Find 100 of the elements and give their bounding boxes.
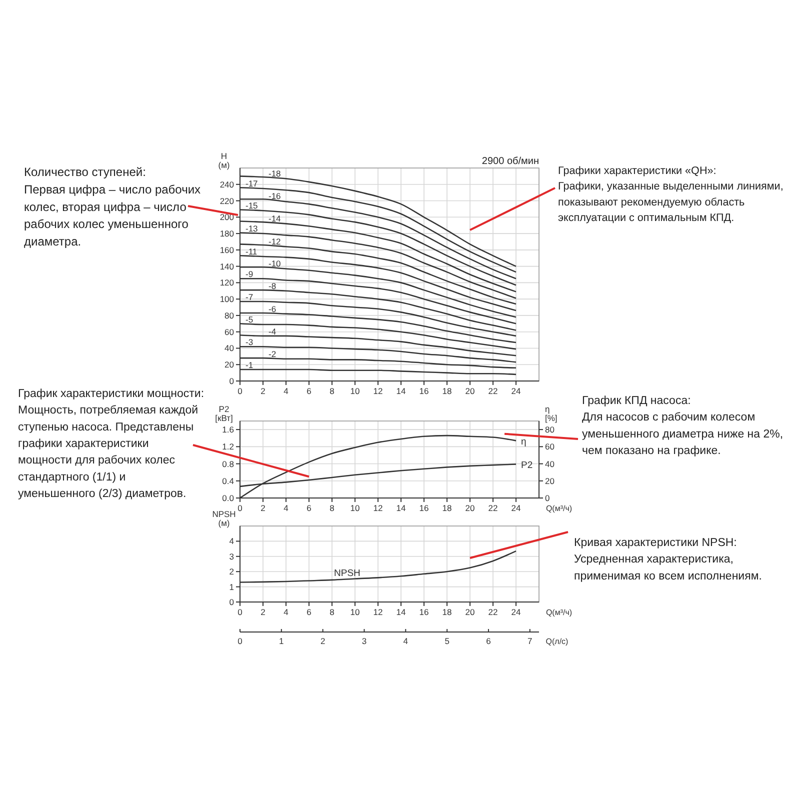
y2-tick-label: 0 bbox=[545, 493, 550, 503]
series-label: -3 bbox=[246, 337, 254, 348]
series-label: -17 bbox=[246, 178, 258, 189]
series-label: -5 bbox=[246, 314, 254, 325]
x-tick-label: 16 bbox=[419, 386, 429, 396]
y-tick-label: 120 bbox=[220, 278, 234, 288]
y2-tick-label: 40 bbox=[545, 458, 555, 469]
x-tick-label: 18 bbox=[442, 386, 452, 396]
x-tick-label: 22 bbox=[488, 386, 498, 396]
x-tick-label: 24 bbox=[511, 607, 521, 617]
series-label: -6 bbox=[268, 304, 276, 314]
x-tick-label: 14 bbox=[396, 503, 406, 513]
y-tick-label: 0.4 bbox=[222, 476, 234, 486]
text: Кривая характеристики NPSH: Усредненная характеристика, применимая ко всем исполнениям. bbox=[574, 537, 762, 582]
x-tick-label: 4 bbox=[284, 503, 289, 513]
x2-tick-label: 4 bbox=[403, 636, 408, 646]
series-label: NPSH bbox=[334, 568, 361, 579]
x2-tick-label: 6 bbox=[486, 636, 492, 646]
x-tick-label: 14 bbox=[396, 386, 406, 396]
series-label: -14 bbox=[268, 213, 282, 224]
series-label: -4 bbox=[268, 326, 276, 336]
x-tick-label: 20 bbox=[465, 386, 475, 396]
x2-tick-label: 0 bbox=[238, 636, 243, 646]
annotation: График характеристики мощности: Мощность, потребляемая каждой ступенью насоса. Представлены графики характеристики мощности для рабочих колес стандартного (1/1) и уменьшенного (2/3) диаметров. bbox=[18, 388, 204, 500]
series-label: -12 bbox=[268, 236, 282, 246]
y-tick-label: 80 bbox=[224, 310, 234, 320]
x-tick-label: 16 bbox=[419, 607, 429, 617]
y-tick-label: 1.2 bbox=[222, 442, 234, 452]
x-tick-label: 12 bbox=[373, 503, 383, 513]
y-axis-title: P2 [кВт] bbox=[215, 404, 233, 423]
y-tick-label: 180 bbox=[220, 228, 234, 239]
x2-axis-title: Q(л/с) bbox=[546, 637, 569, 646]
y-axis-title: H (м) bbox=[218, 151, 230, 170]
annotation: График КПД насоса: Для насосов с рабочим колесом уменьшенного диаметра ниже на 2%, чем показано на графике. bbox=[582, 395, 784, 458]
y-tick-label: 0 bbox=[229, 597, 234, 607]
y-tick-label: 220 bbox=[220, 196, 234, 206]
series-label: -11 bbox=[246, 246, 258, 257]
x-tick-label: 20 bbox=[465, 607, 475, 617]
y2-tick-label: 60 bbox=[545, 442, 555, 452]
y-axis-title: NPSH (м) bbox=[212, 509, 236, 528]
x-tick-label: 2 bbox=[260, 503, 266, 513]
series-label: η bbox=[521, 436, 526, 448]
x-tick-label: 8 bbox=[330, 386, 335, 396]
text: 2900 об/мин bbox=[482, 156, 539, 167]
y-tick-label: 160 bbox=[220, 244, 234, 255]
x-tick-label: 10 bbox=[350, 607, 360, 617]
y-tick-label: 0 bbox=[229, 376, 234, 386]
y2-axis-title: η [%] bbox=[545, 404, 558, 423]
x-tick-label: 6 bbox=[306, 607, 312, 617]
x-tick-label: 4 bbox=[284, 386, 289, 396]
y-tick-label: 1.6 bbox=[222, 424, 234, 435]
y-tick-label: 2 bbox=[229, 566, 234, 577]
series-label: -15 bbox=[246, 200, 258, 211]
x2-tick-label: 2 bbox=[320, 636, 326, 646]
y-tick-label: 140 bbox=[220, 261, 234, 272]
series-label: -10 bbox=[268, 258, 282, 268]
x-tick-label: 12 bbox=[373, 386, 383, 396]
y-tick-label: 20 bbox=[224, 360, 234, 370]
x-tick-label: 18 bbox=[442, 503, 452, 513]
x-tick-label: 2 bbox=[260, 386, 266, 396]
x-tick-label: 24 bbox=[511, 386, 521, 396]
series-label: -2 bbox=[268, 348, 276, 359]
x-tick-label: 18 bbox=[442, 607, 452, 617]
x-tick-label: 8 bbox=[330, 607, 335, 617]
y-tick-label: 3 bbox=[229, 551, 234, 562]
x-tick-label: 10 bbox=[350, 386, 360, 396]
x-tick-label: 16 bbox=[419, 503, 429, 513]
y2-tick-label: 20 bbox=[545, 476, 555, 486]
y-tick-label: 0.0 bbox=[222, 493, 234, 503]
x-tick-label: 0 bbox=[238, 386, 243, 396]
x-tick-label: 22 bbox=[488, 607, 498, 617]
y-tick-label: 200 bbox=[220, 212, 234, 222]
series-label: -16 bbox=[268, 190, 282, 201]
series-label: -13 bbox=[246, 224, 258, 234]
y-tick-label: 60 bbox=[224, 326, 234, 337]
x-tick-label: 4 bbox=[284, 607, 289, 617]
series-label: -1 bbox=[246, 360, 254, 370]
x-tick-label: 20 bbox=[465, 503, 475, 513]
x-tick-label: 0 bbox=[238, 503, 243, 513]
y-tick-label: 1 bbox=[229, 582, 234, 592]
y-tick-label: 40 bbox=[224, 343, 234, 354]
x-tick-label: 6 bbox=[306, 503, 312, 513]
x2-tick-label: 5 bbox=[444, 636, 450, 646]
x-tick-label: 12 bbox=[373, 607, 383, 617]
x2-tick-label: 7 bbox=[528, 636, 533, 646]
y-tick-label: 4 bbox=[229, 536, 234, 546]
x-tick-label: 24 bbox=[511, 503, 521, 513]
y2-tick-label: 80 bbox=[545, 424, 555, 435]
series-label: -9 bbox=[246, 269, 254, 280]
series-label: P2 bbox=[521, 460, 533, 472]
x-tick-label: 14 bbox=[396, 607, 406, 617]
x-tick-label: 0 bbox=[238, 607, 243, 617]
series-label: -18 bbox=[268, 168, 282, 178]
y-tick-label: 0.8 bbox=[222, 458, 234, 469]
text: Графики характеристики «QH»: Графики, указанные выделенными линиями, показывают рекомендуемую область эксплуатации с оптимальным КПД. bbox=[558, 165, 784, 224]
series-label: -7 bbox=[246, 292, 254, 302]
x-tick-label: 6 bbox=[306, 386, 312, 396]
y-tick-label: 100 bbox=[220, 294, 234, 304]
x-tick-label: 10 bbox=[350, 503, 360, 513]
x-axis-title: Q(м³/ч) bbox=[546, 504, 572, 513]
